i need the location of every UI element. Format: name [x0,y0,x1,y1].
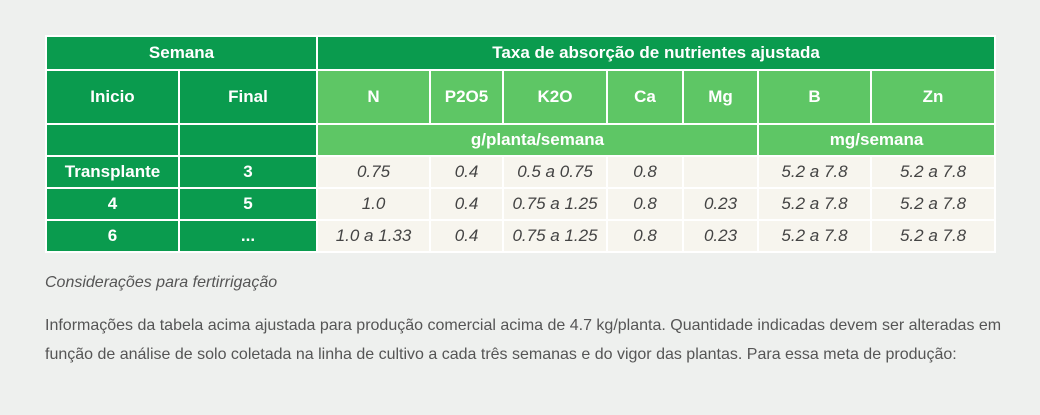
cell-mg [682,155,760,189]
header-unit-blank-inicio [45,123,180,157]
header-unit-blank-final [177,123,319,157]
cell-ca: 0.8 [606,187,685,221]
cell-n: 0.75 [316,155,432,189]
cell-n: 1.0 [316,187,432,221]
cell-inicio: 4 [45,187,180,221]
cell-ca: 0.8 [606,219,685,253]
cell-zn: 5.2 a 7.8 [870,155,997,189]
header-nutrient-n: N [316,69,432,125]
info-paragraph: Informações da tabela acima ajustada par… [45,317,1002,363]
cell-zn: 5.2 a 7.8 [870,219,997,253]
cell-k2o: 0.5 a 0.75 [502,155,609,189]
cell-p2o5: 0.4 [429,219,505,253]
table-row: 6 ... 1.0 a 1.33 0.4 0.75 a 1.25 0.8 0.2… [45,219,997,253]
cell-final: 5 [177,187,319,221]
table-row: 4 5 1.0 0.4 0.75 a 1.25 0.8 0.23 5.2 a 7… [45,187,997,221]
header-row-units: g/planta/semana mg/semana [45,123,997,157]
header-nutrient-ca: Ca [606,69,685,125]
header-inicio: Inicio [45,69,180,125]
cell-k2o: 0.75 a 1.25 [502,187,609,221]
header-taxa-absorcao: Taxa de absorção de nutrientes ajustada [316,35,997,71]
nutrient-uptake-table: Semana Taxa de absorção de nutrientes aj… [44,35,997,253]
cell-ca: 0.8 [606,155,685,189]
cell-b: 5.2 a 7.8 [757,155,873,189]
header-nutrient-p2o5: P2O5 [429,69,505,125]
cell-final: ... [177,219,319,253]
cell-n: 1.0 a 1.33 [316,219,432,253]
header-unit-mg: mg/semana [757,123,997,157]
header-nutrient-b: B [757,69,873,125]
cell-mg: 0.23 [682,187,760,221]
header-row-columns: Inicio Final N P2O5 K2O Ca Mg B Zn [45,69,997,125]
header-final: Final [177,69,319,125]
cell-zn: 5.2 a 7.8 [870,187,997,221]
fertirrigation-caption: Considerações para fertirrigação [45,274,278,291]
cell-final: 3 [177,155,319,189]
header-unit-g: g/planta/semana [316,123,760,157]
cell-mg: 0.23 [682,219,760,253]
cell-k2o: 0.75 a 1.25 [502,219,609,253]
header-semana: Semana [44,35,319,71]
table-row: Transplante 3 0.75 0.4 0.5 a 0.75 0.8 5.… [45,155,997,189]
cell-b: 5.2 a 7.8 [757,187,873,221]
header-nutrient-k2o: K2O [502,69,609,125]
cell-b: 5.2 a 7.8 [757,219,873,253]
cell-p2o5: 0.4 [429,187,505,221]
header-nutrient-zn: Zn [870,69,997,125]
cell-inicio: 6 [45,219,180,253]
header-row-top: Semana Taxa de absorção de nutrientes aj… [44,35,997,71]
header-nutrient-mg: Mg [682,69,760,125]
cell-inicio: Transplante [45,155,180,189]
cell-p2o5: 0.4 [429,155,505,189]
